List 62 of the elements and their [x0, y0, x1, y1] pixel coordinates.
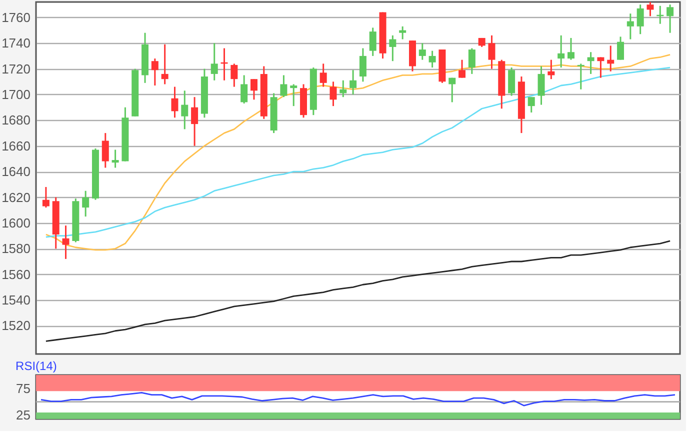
candlestick [330, 80, 337, 107]
candlestick [350, 69, 357, 96]
candlestick [666, 4, 674, 34]
candlestick [359, 48, 366, 82]
candlestick [468, 48, 476, 75]
candlestick [280, 74, 288, 98]
candlestick [320, 62, 327, 88]
chart-title: RSI(14) [16, 359, 57, 373]
candlestick [340, 80, 347, 98]
candlestick [230, 62, 238, 88]
candlestick [369, 26, 376, 57]
y-tick-label: 1660 [2, 138, 30, 154]
y-tick-label: 1540 [2, 292, 30, 308]
candlestick [42, 186, 50, 208]
y-tick-label: 1740 [2, 36, 30, 51]
candlestick [171, 86, 178, 118]
candlestick [181, 90, 188, 130]
candlestick [548, 59, 555, 80]
candlestick [399, 26, 406, 40]
candlestick [458, 59, 466, 79]
y-tick-label: 1720 [2, 61, 30, 76]
candlestick [528, 96, 535, 114]
y-tick-label: 25 [16, 408, 30, 423]
line-series [45, 240, 671, 342]
y-tick-label: 1620 [2, 190, 30, 205]
candlestick [82, 190, 90, 218]
candlestick [112, 148, 119, 168]
y-tick-label: 1560 [2, 266, 30, 282]
candlestick [597, 56, 604, 79]
candlestick [102, 132, 109, 168]
y-tick-label: 75 [16, 380, 30, 396]
candlestick [607, 44, 614, 72]
candlestick [418, 42, 426, 61]
y-tick-label: 1760 [2, 10, 30, 25]
y-tick-label: 1700 [2, 86, 30, 102]
candlestick [508, 66, 516, 97]
y-tick-label: 1600 [2, 215, 30, 230]
candlestick [636, 4, 644, 35]
candlestick [617, 36, 624, 61]
candlestick [389, 34, 396, 62]
y-tick-label: 1580 [2, 241, 30, 256]
candlestick [161, 44, 168, 85]
candlestick [448, 77, 456, 103]
y-tick-label: 1520 [2, 318, 30, 334]
candlestick [151, 58, 158, 86]
line-series [40, 392, 676, 406]
candlestick [626, 12, 634, 40]
candlestick [240, 74, 248, 104]
candlestick [62, 224, 70, 260]
candlestick [538, 65, 545, 106]
y-tick-label: 1680 [2, 112, 30, 128]
candlestick [250, 78, 258, 100]
candlestick [567, 37, 574, 61]
candlestick [488, 34, 496, 70]
candlestick [587, 51, 594, 75]
candlestick [646, 1, 654, 17]
y-tick-label: 1640 [2, 164, 30, 180]
candlestick [210, 42, 218, 82]
candlestick [558, 34, 565, 68]
candlestick [290, 83, 298, 107]
candlestick [428, 50, 436, 68]
candlestick [191, 96, 198, 147]
